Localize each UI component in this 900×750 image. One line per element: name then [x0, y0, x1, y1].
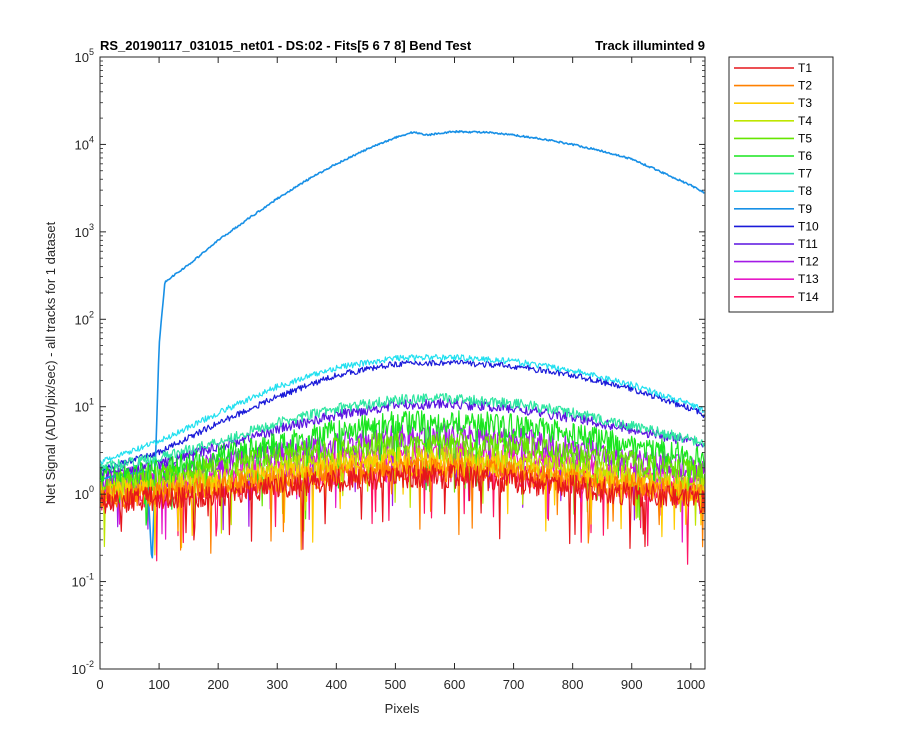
- series-line-t7: [99, 393, 705, 472]
- y-tick-label: 103: [75, 222, 94, 240]
- legend-label-t10: T10: [798, 219, 819, 233]
- x-tick-label: 900: [621, 677, 643, 692]
- y-tick-label: 102: [75, 309, 94, 327]
- y-tick-label: 104: [75, 134, 94, 152]
- legend-label-t1: T1: [798, 61, 812, 75]
- y-tick-label: 101: [75, 397, 94, 415]
- legend-label-t4: T4: [798, 114, 812, 128]
- plot-area: [100, 57, 705, 669]
- legend-label-t6: T6: [798, 149, 812, 163]
- y-axis: 10-2 10-1 100 101 102 103 104 105: [72, 47, 705, 677]
- chart-title-left: RS_20190117_031015_net01 - DS:02 - Fits[…: [100, 38, 472, 53]
- chart-title-right: Track illuminted 9: [595, 38, 705, 53]
- legend-label-t11: T11: [798, 237, 818, 251]
- legend-label-t2: T2: [798, 79, 812, 93]
- legend-label-t5: T5: [798, 131, 812, 145]
- series-line-t1: [99, 463, 705, 550]
- series-line-t9: [99, 130, 705, 559]
- legend-label-t3: T3: [798, 96, 812, 110]
- legend-label-t8: T8: [798, 184, 812, 198]
- x-axis-label: Pixels: [385, 701, 420, 716]
- legend-label-t7: T7: [798, 167, 812, 181]
- legend-label-t13: T13: [798, 272, 819, 286]
- legend: T1 T2 T3 T4 T5 T6 T7 T8 T9 T10 T11 T12 T13 T14: [728, 56, 834, 313]
- y-tick-label: 105: [75, 47, 94, 65]
- series-line-t8: [99, 353, 705, 465]
- x-tick-label: 500: [385, 677, 407, 692]
- x-tick-label: 600: [444, 677, 466, 692]
- x-tick-label: 700: [503, 677, 525, 692]
- series-layer: [99, 130, 705, 565]
- x-tick-label: 1000: [676, 677, 705, 692]
- legend-box: [728, 56, 834, 313]
- y-axis-label: Net Signal (ADU/pix/sec) - all tracks fo…: [43, 221, 58, 504]
- x-tick-label: 200: [207, 677, 229, 692]
- x-tick-label: 300: [266, 677, 288, 692]
- series-line-t10: [99, 359, 705, 473]
- x-tick-label: 0: [96, 677, 103, 692]
- axes-box: [99, 56, 706, 670]
- legend-label-t12: T12: [798, 255, 819, 269]
- x-axis: 0 100 200 300 400 500 600 700 800 900 1000: [96, 57, 705, 692]
- legend-label-t9: T9: [798, 202, 812, 216]
- x-tick-label: 400: [325, 677, 347, 692]
- y-tick-label: 100: [75, 484, 94, 502]
- legend-label-t14: T14: [798, 290, 819, 304]
- x-tick-label: 800: [562, 677, 584, 692]
- y-tick-label: 10-1: [72, 572, 94, 590]
- y-tick-label: 10-2: [72, 659, 94, 677]
- x-tick-label: 100: [148, 677, 170, 692]
